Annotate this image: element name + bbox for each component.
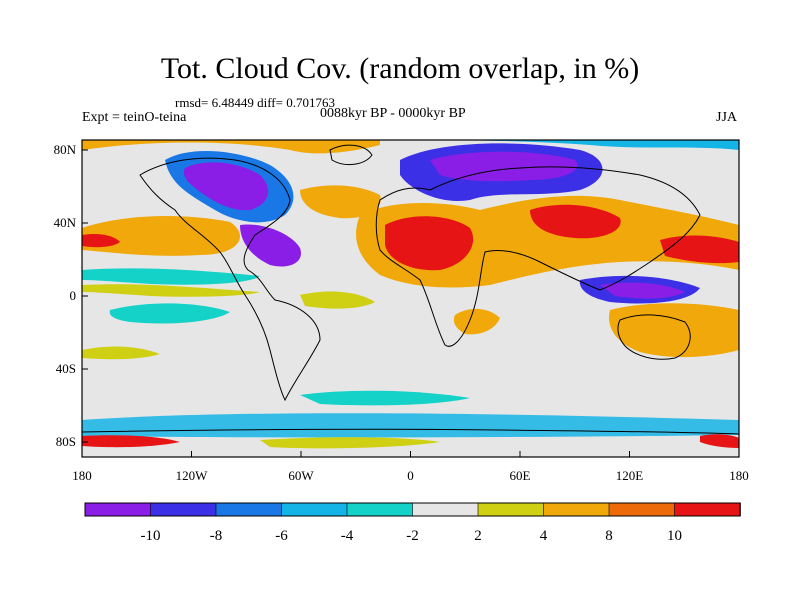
colorbar-label: -10 <box>141 528 161 544</box>
colorbar-label: 8 <box>605 528 613 544</box>
colorbar <box>84 502 741 517</box>
anomaly-positive-atlantic <box>300 185 381 219</box>
colorbar-label: 10 <box>667 528 682 544</box>
anomaly-strong-positive-sahara <box>385 216 474 271</box>
stats-text: rmsd= 6.48449 diff= 0.701763 <box>175 95 335 110</box>
anomaly-strong-negative-north-america <box>183 162 269 211</box>
anomaly-positive-south-pacific-band <box>82 346 160 360</box>
colorbar-label: 4 <box>540 528 548 544</box>
antarctica-coastline <box>82 428 739 435</box>
colorbar-label: -4 <box>341 528 354 544</box>
anomaly-negative-arctic <box>380 140 739 150</box>
experiment-label: Expt = teinO-teina <box>82 110 187 125</box>
greenland-coastline <box>329 144 373 166</box>
colorbar-cell <box>674 502 741 517</box>
anomaly-strong-positive-asia <box>530 204 621 239</box>
colorbar-cell <box>84 502 152 517</box>
anomaly-positive-southern-africa <box>453 308 500 335</box>
colorbar-cell <box>477 502 545 517</box>
anomaly-positive-arctic <box>82 140 380 154</box>
anomaly-negative-antarctic-coast <box>82 413 739 438</box>
y-tick-label: 80N <box>54 142 77 157</box>
colorbar-cell <box>412 502 479 517</box>
anomaly-positive-antarctic-central <box>260 437 440 449</box>
y-tick-label: 40S <box>56 361 76 376</box>
anomaly-positive-antarctic-west <box>82 435 180 448</box>
x-tick-label: 180 <box>72 468 92 483</box>
colorbar-label: -8 <box>210 528 223 544</box>
colorbar-label: 2 <box>474 528 482 544</box>
colorbar-cell <box>215 502 283 517</box>
season-label: JJA <box>716 110 738 125</box>
eurasia-africa-coastline <box>375 166 701 347</box>
coastlines <box>82 144 739 435</box>
y-tick-label: 40N <box>54 215 77 230</box>
y-tick-label: 80S <box>56 434 76 449</box>
anomaly-positive-south-atlantic <box>300 291 375 309</box>
map-title: Tot. Cloud Cov. (random overlap, in %) <box>160 52 640 85</box>
x-tick-label: 60W <box>288 468 314 483</box>
colorbar-cell <box>346 502 414 517</box>
anomaly-positive-australia <box>609 303 739 358</box>
anomaly-strong-positive-pacific <box>660 235 739 264</box>
x-tick-label: 120E <box>616 468 644 483</box>
colorbar-label: -6 <box>275 528 288 544</box>
colorbar-labels: -10 -8 -6 -4 -2 2 4 8 10 <box>141 528 683 544</box>
colorbar-cell <box>608 502 676 517</box>
x-tick-label: 120W <box>176 468 209 483</box>
anomaly-strong-negative-eurasia <box>430 151 578 182</box>
anomaly-strong-negative-maritime <box>600 282 685 299</box>
anomaly-strong-positive-west-pacific <box>82 233 120 248</box>
axis-ticks <box>81 149 740 457</box>
anomaly-positive-tropical-pacific <box>82 284 260 297</box>
colorbar-frame <box>84 502 741 517</box>
australia-coastline <box>617 314 691 360</box>
x-tick-label: 60E <box>510 468 531 483</box>
colorbar-cell <box>543 502 610 517</box>
anomaly-negative-south-pacific <box>109 303 230 324</box>
colorbar-cell <box>281 502 348 517</box>
y-tick-label: 0 <box>70 288 77 303</box>
anomaly-negative-southern-ocean <box>300 390 470 406</box>
anomaly-field <box>82 140 739 457</box>
anomaly-negative-tropical-pacific <box>82 268 260 285</box>
colorbar-cell <box>150 502 217 517</box>
anomaly-positive-pacific-north <box>82 216 240 256</box>
x-tick-label: 0 <box>407 468 414 483</box>
americas-coastline <box>139 157 321 402</box>
colorbar-label: -2 <box>406 528 419 544</box>
period-label: 0088kyr BP - 0000kyr BP <box>320 106 466 121</box>
x-tick-label: 180 <box>729 468 749 483</box>
anomaly-positive-antarctic-east <box>700 434 739 448</box>
